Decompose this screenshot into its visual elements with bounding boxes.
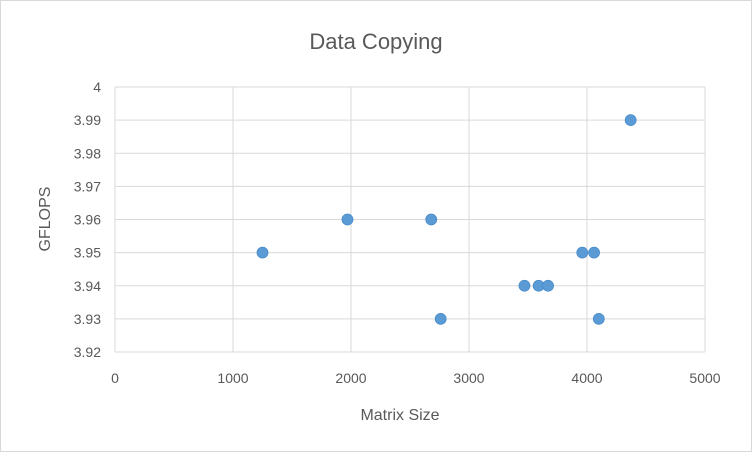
y-tick-label: 3.97 (74, 178, 101, 194)
y-tick-label: 3.94 (74, 278, 101, 294)
x-tick-label: 2000 (335, 370, 366, 386)
y-tick-labels: 3.92 3.93 3.94 3.95 3.96 3.97 3.98 3.99 4 (74, 79, 101, 360)
data-point (341, 213, 354, 226)
data-point (256, 246, 269, 259)
y-gridlines (115, 86, 705, 353)
y-tick-label: 3.95 (74, 245, 101, 261)
data-point (425, 213, 438, 226)
y-tick-label: 3.99 (74, 112, 101, 128)
x-axis-label: Matrix Size (360, 407, 439, 424)
data-point (588, 246, 600, 259)
y-tick-label: 3.96 (74, 212, 101, 228)
data-point (434, 312, 447, 325)
x-tick-label: 5000 (689, 370, 720, 386)
y-tick-label: 3.92 (74, 344, 101, 360)
data-point (624, 114, 637, 127)
data-points (256, 114, 637, 325)
x-tick-label: 0 (111, 370, 119, 386)
chart-title: Data Copying (309, 29, 442, 54)
data-point (542, 279, 554, 292)
data-point (592, 312, 605, 325)
y-tick-label: 3.98 (74, 145, 101, 161)
data-point (576, 246, 589, 259)
x-tick-label: 1000 (217, 370, 248, 386)
x-gridlines (114, 87, 706, 352)
y-tick-label: 4 (93, 79, 101, 95)
x-tick-labels: 0 1000 2000 3000 4000 5000 (111, 370, 721, 386)
x-tick-label: 3000 (453, 370, 484, 386)
y-tick-label: 3.93 (74, 311, 101, 327)
data-point (518, 279, 531, 292)
x-tick-label: 4000 (571, 370, 602, 386)
y-axis-label: GFLOPS (37, 187, 54, 252)
